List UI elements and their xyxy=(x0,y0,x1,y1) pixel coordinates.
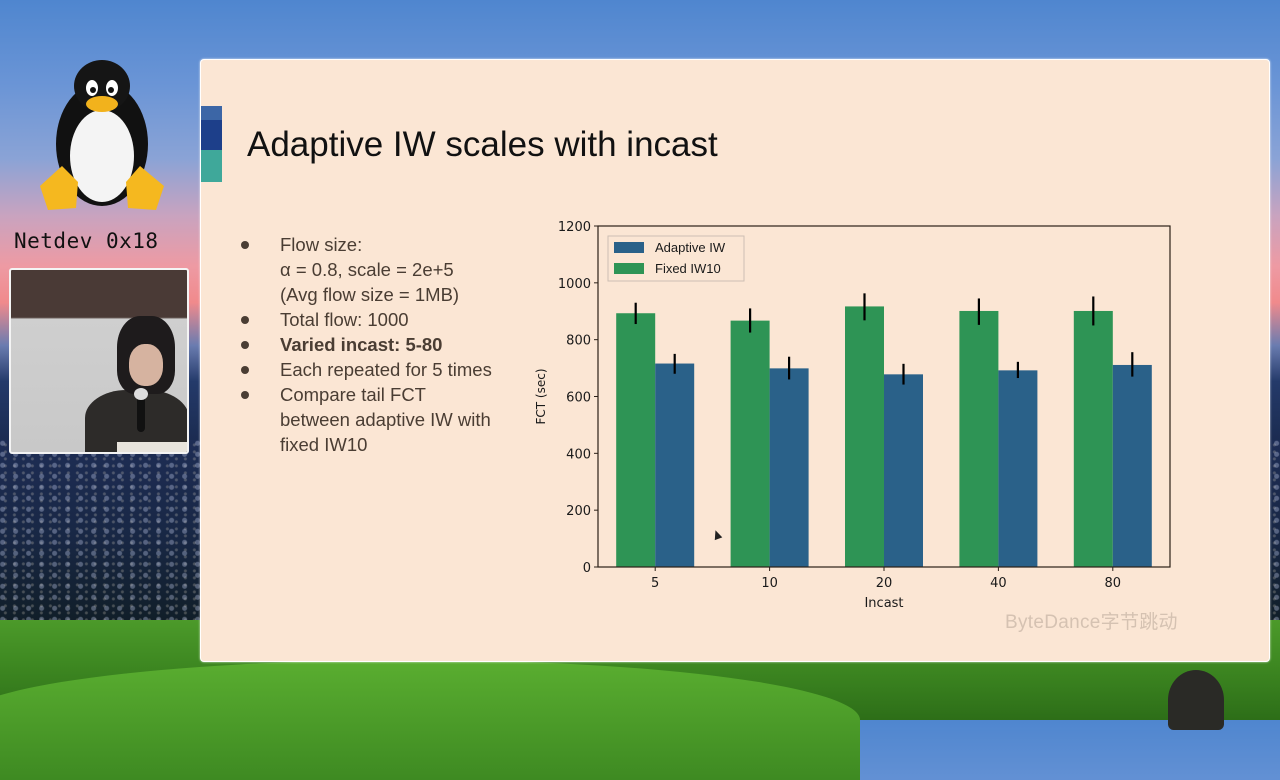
bullet-text: Compare tail FCT xyxy=(280,384,426,405)
bullet-text: (Avg flow size = 1MB) xyxy=(280,284,460,305)
bar-fixed-iw10 xyxy=(730,320,770,567)
y-axis-label: FCT (sec) xyxy=(534,368,548,424)
bullet-list: Flow size: α = 0.8, scale = 2e+5 (Avg flow… xyxy=(239,232,492,457)
background-rock xyxy=(1168,670,1224,730)
speaker-video xyxy=(9,268,189,454)
event-name: Netdev 0x18 xyxy=(14,229,159,253)
bullet-text: α = 0.8, scale = 2e+5 xyxy=(280,259,454,280)
slide: Adaptive IW scales with incast Flow size… xyxy=(200,59,1270,662)
bullet-item: Each repeated for 5 times xyxy=(239,357,492,382)
y-tick-label: 400 xyxy=(566,447,591,462)
bullet-item: Compare tail FCT between adaptive IW with… xyxy=(239,382,492,457)
bar-fixed-iw10 xyxy=(616,313,656,567)
x-tick-label: 80 xyxy=(1105,576,1122,591)
x-axis-label: Incast xyxy=(864,596,903,611)
bullet-text: fixed IW10 xyxy=(280,434,368,455)
bullet-dot-icon xyxy=(241,341,249,349)
legend-label-adaptive: Adaptive IW xyxy=(655,240,726,255)
bytedance-watermark: ByteDance字节跳动 xyxy=(1005,612,1178,633)
bar-adaptive-iw xyxy=(1112,364,1152,567)
bullet-dot-icon xyxy=(241,366,249,374)
y-tick-label: 600 xyxy=(566,391,591,406)
bullet-text: Varied incast: 5-80 xyxy=(280,334,443,355)
x-tick-label: 10 xyxy=(761,576,778,591)
bar-fixed-iw10 xyxy=(959,310,999,567)
x-tick-label: 40 xyxy=(990,576,1007,591)
y-tick-label: 200 xyxy=(566,504,591,519)
y-tick-label: 0 xyxy=(583,561,591,576)
tux-penguin-logo xyxy=(40,60,164,210)
background-hill xyxy=(0,660,860,780)
y-tick-label: 800 xyxy=(566,334,591,349)
y-tick-label: 1000 xyxy=(558,277,591,292)
bullet-item: Flow size: α = 0.8, scale = 2e+5 (Avg flow… xyxy=(239,232,492,307)
bullet-dot-icon xyxy=(241,316,249,324)
bullet-text: Each repeated for 5 times xyxy=(280,359,492,380)
legend-label-fixed: Fixed IW10 xyxy=(655,261,721,276)
bullet-dot-icon xyxy=(241,241,249,249)
x-tick-label: 20 xyxy=(876,576,893,591)
x-tick-label: 5 xyxy=(651,576,659,591)
bar-adaptive-iw xyxy=(884,374,923,567)
bar-adaptive-iw xyxy=(998,370,1038,567)
legend-swatch-adaptive xyxy=(614,242,644,253)
bullet-dot-icon xyxy=(241,391,249,399)
legend-swatch-fixed xyxy=(614,263,644,274)
slide-title: Adaptive IW scales with incast xyxy=(247,125,718,164)
bullet-text: Flow size: xyxy=(280,234,363,255)
bar-chart: 5 10 20 40 80020040060080010001200IncastFCT … xyxy=(534,220,1171,611)
bar-adaptive-iw xyxy=(655,363,695,567)
bullet-text: between adaptive IW with xyxy=(280,409,491,430)
bullet-text: Total flow: 1000 xyxy=(280,309,409,330)
bar-fixed-iw10 xyxy=(845,306,884,567)
bullet-item: Varied incast: 5-80 xyxy=(239,332,492,357)
bullet-item: Total flow: 1000 xyxy=(239,307,492,332)
bar-adaptive-iw xyxy=(769,368,809,567)
slide-accent-bar xyxy=(201,106,222,182)
y-tick-label: 1200 xyxy=(558,220,591,235)
bar-fixed-iw10 xyxy=(1073,310,1113,567)
